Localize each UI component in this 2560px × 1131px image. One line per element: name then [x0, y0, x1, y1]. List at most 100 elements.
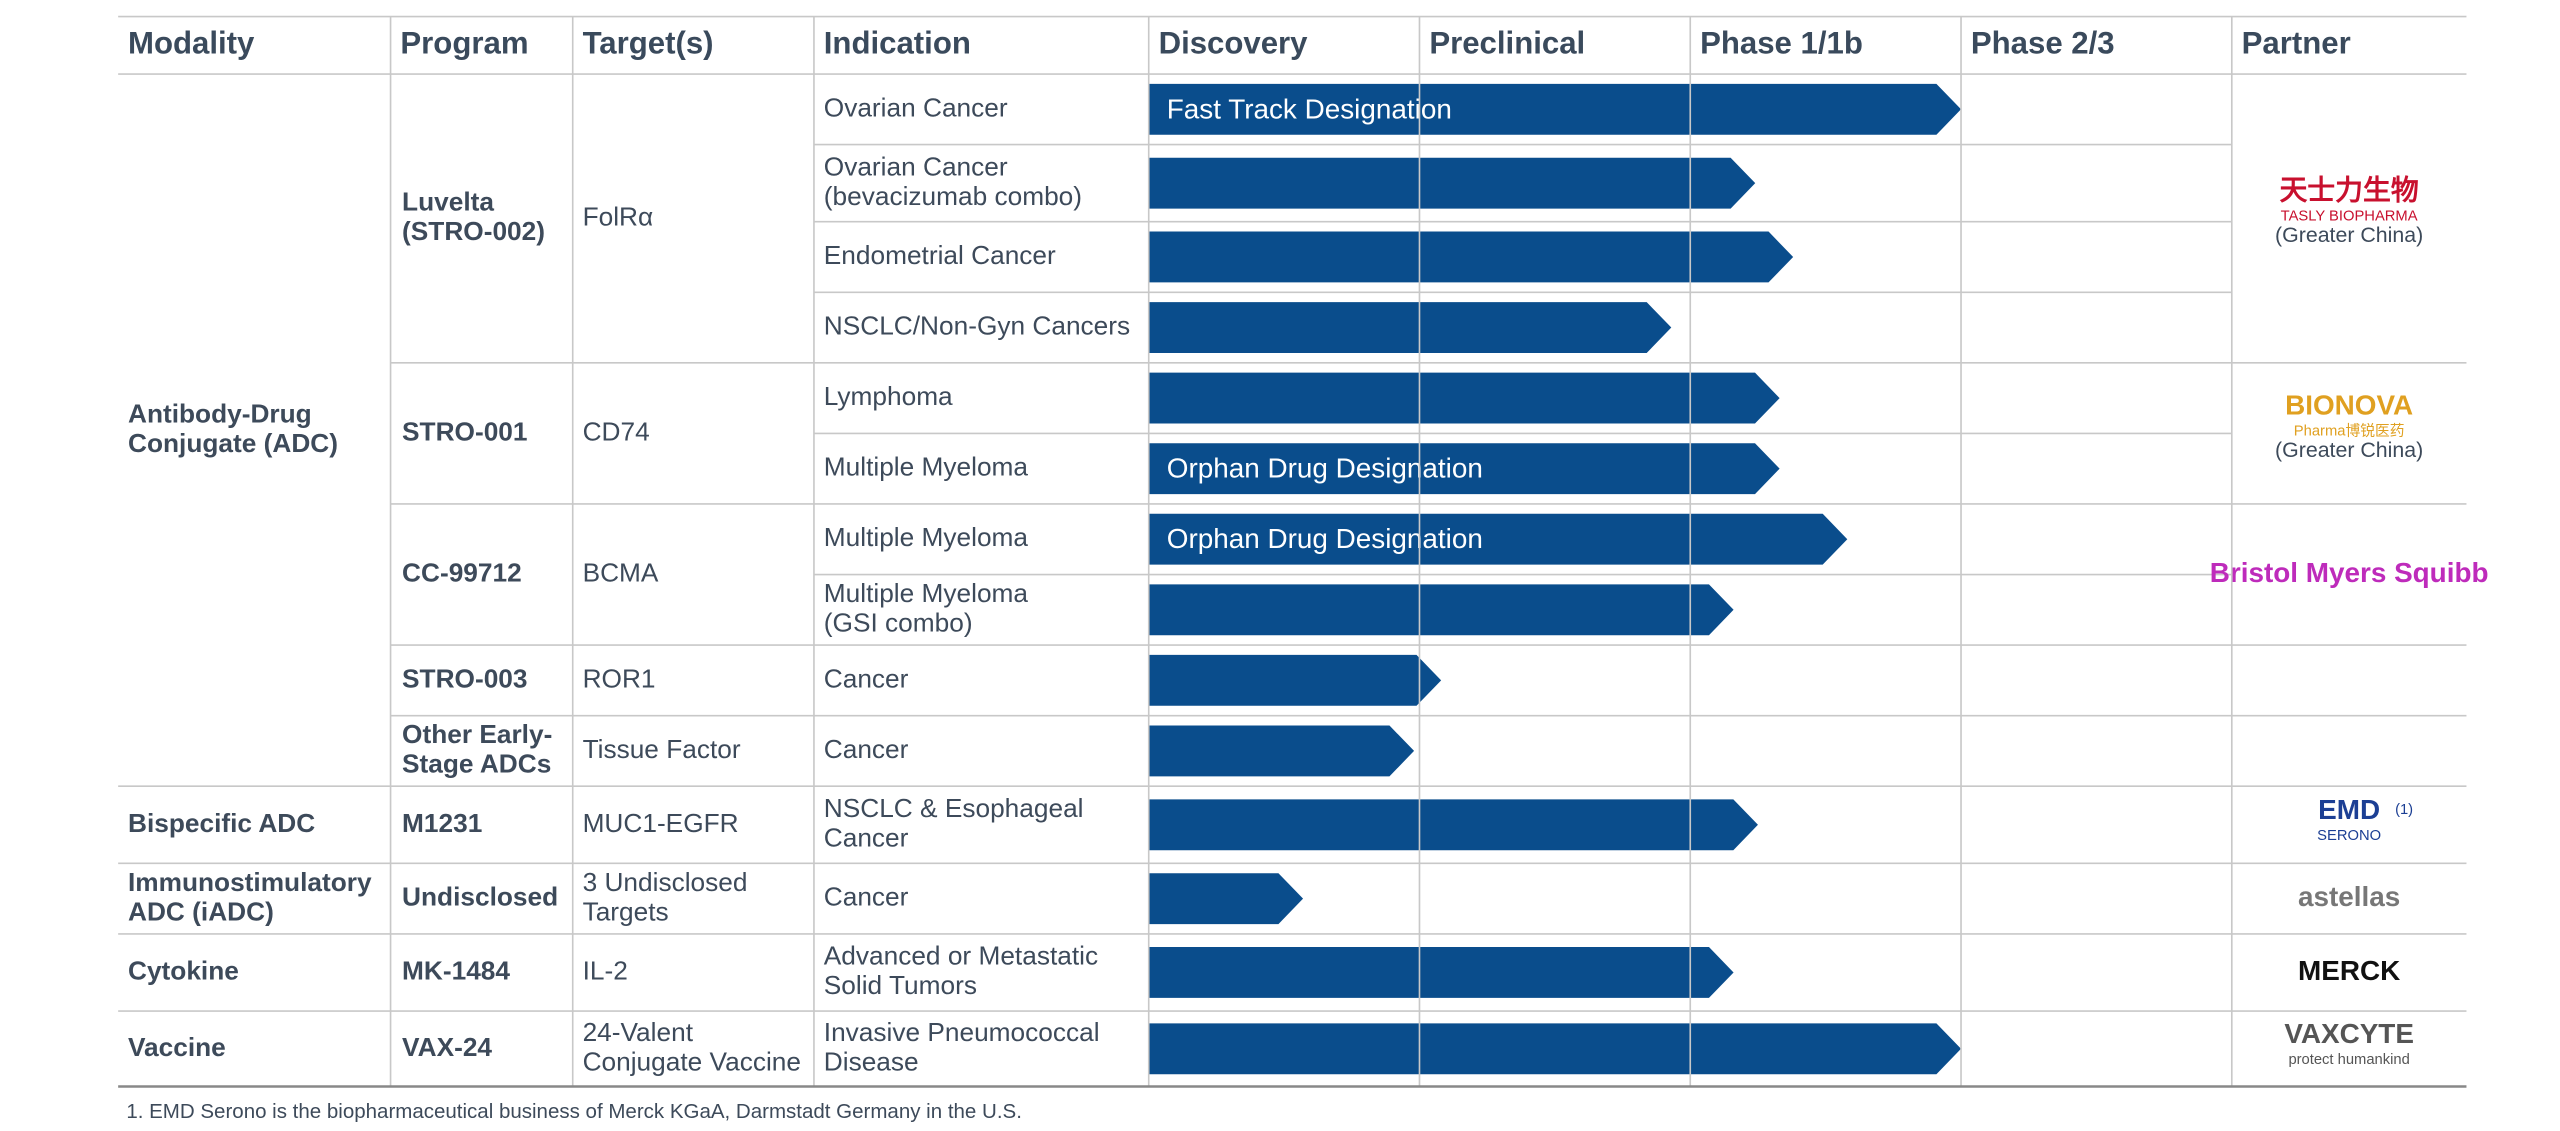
- target-line: IL-2: [583, 955, 628, 985]
- indication: NSCLC & Esophageal Cancer: [824, 793, 1084, 853]
- footnote: 1. EMD Serono is the biopharmaceutical b…: [126, 1100, 1022, 1123]
- designation: Fast Track Designation: [1167, 93, 1452, 124]
- indication: Cancer: [824, 882, 909, 912]
- progress-bar: [1148, 1023, 1962, 1075]
- indication: Ovarian Cancer: [824, 92, 1008, 122]
- partner-region: (Greater China): [2275, 223, 2423, 247]
- target: FolRα: [583, 201, 654, 231]
- column-header: Phase 2/3: [1971, 26, 2115, 61]
- program-line: VAX-24: [402, 1032, 492, 1062]
- modality-line: Immunostimulatory: [128, 867, 372, 897]
- program-line: MK-1484: [402, 955, 510, 985]
- program: STRO-001: [402, 416, 527, 446]
- modality: Bispecific ADC: [128, 808, 315, 838]
- progress-bar: [1148, 873, 1304, 925]
- progress-bar: [1148, 947, 1734, 998]
- indication: Ovarian Cancer (bevacizumab combo): [824, 151, 1082, 211]
- indication-line: Ovarian Cancer: [824, 151, 1008, 181]
- target-line: Tissue Factor: [583, 734, 741, 764]
- target-line: 24-Valent: [583, 1017, 694, 1047]
- target-line: CD74: [583, 416, 650, 446]
- target: Tissue Factor: [583, 734, 741, 764]
- indication-line: Cancer: [824, 822, 909, 852]
- partner-region: (Greater China): [2275, 438, 2423, 462]
- indication-line: (GSI combo): [824, 608, 973, 638]
- target: MUC1-EGFR: [583, 808, 739, 838]
- program-line: STRO-003: [402, 663, 527, 693]
- indication-line: (bevacizumab combo): [824, 181, 1082, 211]
- indication: Cancer: [824, 734, 909, 764]
- partner-logo: MERCK: [2298, 955, 2400, 986]
- partner-logo: EMD: [2318, 794, 2380, 825]
- indication-line: Multiple Myeloma: [824, 522, 1029, 552]
- target: CD74: [583, 416, 650, 446]
- target-line: 3 Undisclosed: [583, 867, 748, 897]
- indication-line: Solid Tumors: [824, 970, 977, 1000]
- program-line: M1231: [402, 808, 482, 838]
- indication-line: NSCLC & Esophageal: [824, 793, 1084, 823]
- column-header: Preclinical: [1429, 26, 1585, 61]
- partner-logo: astellas: [2298, 881, 2400, 912]
- partner-logo: BIONOVA: [2285, 390, 2413, 421]
- column-header: Discovery: [1159, 26, 1309, 61]
- indication-line: Cancer: [824, 663, 909, 693]
- program: MK-1484: [402, 955, 510, 985]
- program: Luvelta (STRO-002): [402, 187, 545, 247]
- target: IL-2: [583, 955, 628, 985]
- program: CC-99712: [402, 557, 522, 587]
- indication: Lymphoma: [824, 381, 953, 411]
- target-line: Targets: [583, 896, 669, 926]
- indication: Multiple Myeloma (GSI combo): [824, 578, 1029, 638]
- program-line: CC-99712: [402, 557, 522, 587]
- indication-line: Cancer: [824, 734, 909, 764]
- indication: Advanced or Metastatic Solid Tumors: [824, 941, 1098, 1001]
- modality: Vaccine: [128, 1032, 226, 1062]
- indication-line: Invasive Pneumococcal: [824, 1017, 1100, 1047]
- program: M1231: [402, 808, 482, 838]
- indication-line: Multiple Myeloma: [824, 578, 1029, 608]
- target-line: FolRα: [583, 201, 654, 231]
- progress-bar: [1148, 584, 1734, 636]
- indication: Invasive Pneumococcal Disease: [824, 1017, 1100, 1077]
- partner-logo: protect humankind: [2288, 1052, 2409, 1068]
- target: ROR1: [583, 663, 656, 693]
- indication-line: Multiple Myeloma: [824, 452, 1029, 482]
- program-line: Stage ADCs: [402, 749, 551, 779]
- progress-bar: [1148, 513, 1848, 565]
- column-header: Target(s): [583, 26, 714, 61]
- program-line: Undisclosed: [402, 882, 558, 912]
- program-line: Luvelta: [402, 187, 494, 217]
- column-header: Partner: [2242, 26, 2351, 61]
- progress-bar: [1148, 799, 1758, 851]
- indication-line: Lymphoma: [824, 381, 953, 411]
- progress-bar: [1148, 372, 1780, 424]
- progress-bar: [1148, 443, 1780, 495]
- program-line: STRO-001: [402, 416, 527, 446]
- partner-logo: TASLY BIOPHARMA: [2281, 209, 2418, 225]
- modality-line: Bispecific ADC: [128, 808, 315, 838]
- program: STRO-003: [402, 663, 527, 693]
- indication: Multiple Myeloma: [824, 452, 1029, 482]
- indication-line: Disease: [824, 1046, 919, 1076]
- modality-line: Antibody-Drug: [128, 398, 312, 428]
- indication-line: Endometrial Cancer: [824, 240, 1056, 270]
- indication-line: NSCLC/Non-Gyn Cancers: [824, 310, 1130, 340]
- program: Undisclosed: [402, 882, 558, 912]
- partner-logo: VAXCYTE: [2284, 1018, 2414, 1049]
- modality-line: Vaccine: [128, 1032, 226, 1062]
- progress-bar: [1148, 157, 1756, 209]
- partner-logo: Bristol Myers Squibb: [2210, 557, 2489, 588]
- program: Other Early-Stage ADCs: [402, 719, 552, 779]
- program-line: (STRO-002): [402, 216, 545, 246]
- indication: NSCLC/Non-Gyn Cancers: [824, 310, 1130, 340]
- progress-bar: [1148, 302, 1672, 353]
- modality-line: Conjugate (ADC): [128, 428, 338, 458]
- progress-bar: [1148, 83, 1962, 135]
- column-header: Program: [400, 26, 528, 61]
- designation: Orphan Drug Designation: [1167, 453, 1483, 484]
- progress-bar: [1148, 725, 1415, 777]
- program: VAX-24: [402, 1032, 492, 1062]
- partner-logo: SERONO: [2317, 828, 2381, 844]
- program-line: Other Early-: [402, 719, 552, 749]
